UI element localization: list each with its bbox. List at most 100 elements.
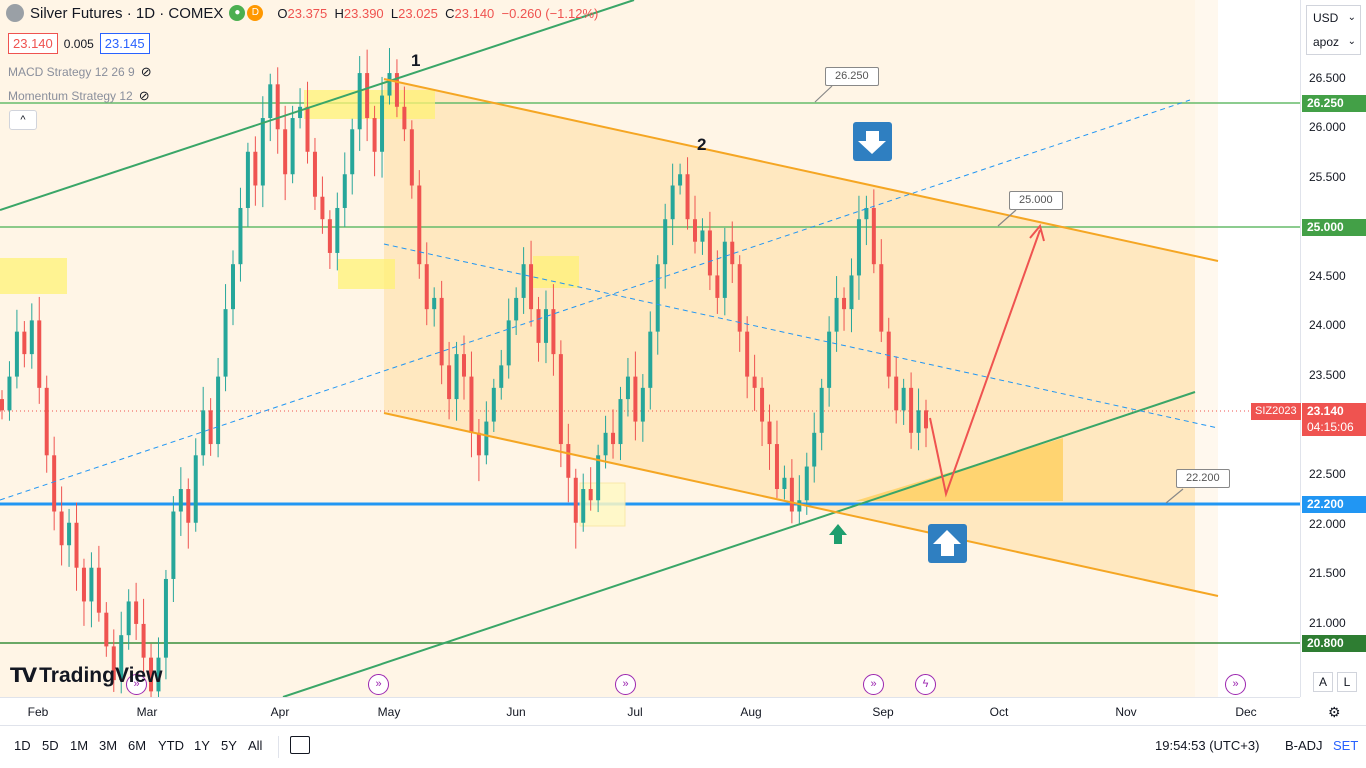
settings-icon[interactable]: ⚙ bbox=[1328, 704, 1341, 720]
zone-1195-1218 bbox=[1195, 0, 1218, 697]
candle-body bbox=[849, 275, 854, 310]
candle-body bbox=[208, 410, 213, 445]
candle-body bbox=[126, 601, 131, 636]
chart-plot-area[interactable]: Silver Futures · 1D · COMEX ● D O23.375 … bbox=[0, 0, 1300, 697]
price-axis[interactable]: 26.500 26.000 25.500 24.500 24.000 23.50… bbox=[1300, 0, 1366, 720]
candle-body bbox=[327, 219, 332, 253]
timeframe-1y[interactable]: 1Y bbox=[194, 738, 210, 753]
symbol-logo-icon[interactable] bbox=[6, 4, 24, 22]
clock-timezone[interactable]: 19:54:53 (UTC+3) bbox=[1155, 738, 1260, 753]
candle-body bbox=[774, 444, 779, 490]
candle-body bbox=[879, 264, 884, 332]
currency-value[interactable]: USD ⌄ bbox=[1307, 6, 1360, 30]
event-icon[interactable]: » bbox=[126, 674, 147, 695]
timeframe-5d[interactable]: 5D bbox=[42, 738, 59, 753]
candle-body bbox=[111, 646, 116, 681]
event-icon[interactable]: » bbox=[615, 674, 636, 695]
chevron-down-icon: ⌄ bbox=[1347, 36, 1356, 47]
callout-26250[interactable]: 26.250 bbox=[825, 67, 879, 86]
event-icon[interactable]: » bbox=[863, 674, 884, 695]
eye-hidden-icon[interactable]: ⊘ bbox=[140, 64, 152, 79]
settlement-toggle[interactable]: SET bbox=[1333, 738, 1359, 753]
adjustment-toggle[interactable]: B-ADJ bbox=[1285, 738, 1323, 753]
candle-body bbox=[104, 612, 109, 647]
candle-body bbox=[685, 174, 690, 220]
market-status-badge: ● D bbox=[229, 5, 264, 21]
candle-body bbox=[163, 578, 168, 658]
highlight-box bbox=[579, 482, 626, 527]
candle-body bbox=[380, 95, 385, 152]
candle-body bbox=[186, 489, 191, 523]
candle-body bbox=[365, 73, 370, 119]
candle-body bbox=[342, 174, 347, 208]
timeframe-3m[interactable]: 3M bbox=[99, 738, 118, 753]
log-scale-button[interactable]: L bbox=[1337, 672, 1357, 692]
indicator-momentum[interactable]: Momentum Strategy 12 ⊘ bbox=[8, 88, 150, 103]
timeframe-6m[interactable]: 6M bbox=[128, 738, 147, 753]
candle-body bbox=[625, 376, 630, 400]
callout-25000[interactable]: 25.000 bbox=[1009, 191, 1063, 210]
timeframe-1d[interactable]: 1D bbox=[14, 738, 31, 753]
candle-body bbox=[402, 106, 407, 130]
candle-body bbox=[670, 185, 675, 220]
event-icon[interactable]: » bbox=[1225, 674, 1246, 695]
lower-green-trendline bbox=[282, 391, 1196, 697]
channel-bottom-line bbox=[383, 412, 1219, 597]
auto-scale-button[interactable]: A bbox=[1313, 672, 1333, 692]
highlight-box bbox=[0, 258, 67, 294]
sell-button[interactable]: 23.140 bbox=[8, 33, 58, 54]
indicator-macd[interactable]: MACD Strategy 12 26 9 ⊘ bbox=[8, 64, 152, 79]
candle-body bbox=[894, 376, 899, 411]
candle-body bbox=[707, 230, 712, 276]
symbol-title[interactable]: Silver Futures · 1D · COMEX bbox=[30, 4, 224, 22]
bar-countdown: 04:15:06 bbox=[1302, 419, 1366, 436]
candles-group bbox=[0, 48, 928, 697]
candle-body bbox=[581, 489, 586, 523]
price-tick: 21.000 bbox=[1309, 616, 1346, 630]
currency-selector[interactable]: USD ⌄ apoz ⌄ bbox=[1306, 5, 1361, 55]
buy-button[interactable]: 23.145 bbox=[99, 33, 150, 54]
candle-body bbox=[678, 174, 683, 186]
callout-25000-stem bbox=[997, 209, 1017, 227]
candle-body bbox=[275, 84, 280, 130]
time-tick: Sep bbox=[872, 705, 894, 719]
timeframe-all[interactable]: All bbox=[248, 738, 263, 753]
timeframe-5y[interactable]: 5Y bbox=[221, 738, 237, 753]
time-axis[interactable]: Feb Mar Apr May Jun Jul Aug Sep Oct Nov … bbox=[0, 697, 1300, 725]
timeframe-ytd[interactable]: YTD bbox=[158, 738, 184, 753]
unit-selector[interactable]: apoz ⌄ bbox=[1307, 30, 1360, 54]
bid-ask-panel: 23.140 0.005 23.145 bbox=[8, 33, 150, 54]
chart-svg[interactable] bbox=[0, 0, 1300, 697]
candle-body bbox=[454, 354, 459, 400]
tv-logo-icon: 𝗧𝗩 bbox=[10, 665, 37, 687]
candle-body bbox=[491, 387, 496, 422]
candle-body bbox=[797, 500, 802, 512]
candle-body bbox=[603, 432, 608, 456]
candle-body bbox=[320, 196, 325, 220]
highlight-box bbox=[338, 259, 395, 289]
price-tag-26250: 26.250 bbox=[1302, 95, 1366, 112]
time-tick: Feb bbox=[27, 705, 49, 719]
calendar-range-icon[interactable] bbox=[290, 736, 310, 754]
candle-body bbox=[52, 455, 57, 512]
lightning-icon[interactable]: ϟ bbox=[915, 674, 936, 695]
candle-body bbox=[924, 410, 928, 429]
eye-hidden-icon[interactable]: ⊘ bbox=[138, 88, 150, 103]
callout-26250-stem bbox=[814, 85, 833, 103]
candle-body bbox=[804, 466, 809, 501]
candle-body bbox=[141, 623, 146, 658]
candle-body bbox=[648, 331, 653, 388]
candle-body bbox=[462, 354, 466, 377]
candle-body bbox=[760, 387, 765, 422]
timeframe-1m[interactable]: 1M bbox=[70, 738, 89, 753]
tradingview-logo[interactable]: 𝗧𝗩 TradingView bbox=[10, 663, 163, 688]
arrow-down-icon bbox=[853, 122, 892, 161]
callout-22200[interactable]: 22.200 bbox=[1176, 469, 1230, 488]
candle-body bbox=[89, 567, 94, 602]
candle-body bbox=[171, 511, 176, 579]
event-icon[interactable]: » bbox=[368, 674, 389, 695]
candle-body bbox=[231, 264, 235, 310]
candle-body bbox=[588, 489, 593, 501]
collapse-legend-button[interactable]: ^ bbox=[9, 110, 37, 130]
candle-body bbox=[819, 387, 824, 433]
